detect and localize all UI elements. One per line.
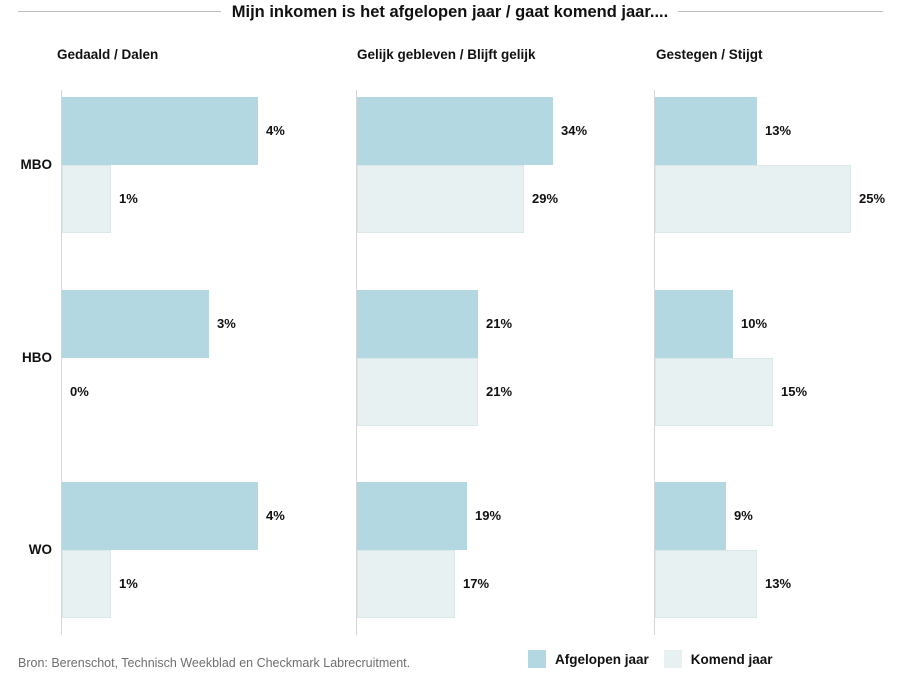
source-note: Bron: Berenschot, Technisch Weekblad en …	[18, 656, 411, 670]
legend-swatch-komend-jaar	[663, 650, 682, 668]
value-label: 1%	[119, 576, 138, 591]
legend: Afgelopen jaar Komend jaar	[528, 650, 788, 668]
value-label: 4%	[266, 123, 285, 138]
bar-afgelopen-jaar	[357, 290, 478, 358]
value-label: 25%	[859, 191, 886, 206]
value-label: 19%	[475, 508, 502, 523]
value-label: 13%	[765, 576, 792, 591]
bar-afgelopen-jaar	[62, 290, 209, 358]
bar-komend-jaar	[357, 550, 455, 618]
bar-komend-jaar	[357, 165, 524, 233]
category-label-hbo: HBO	[22, 350, 52, 365]
y-axis-line	[356, 90, 357, 635]
value-label: 34%	[561, 123, 588, 138]
bar-komend-jaar	[655, 550, 757, 618]
panel-title-gelijk: Gelijk gebleven / Blijft gelijk	[357, 47, 536, 62]
bar-afgelopen-jaar	[357, 97, 553, 165]
value-label: 15%	[781, 384, 808, 399]
legend-label-afgelopen-jaar: Afgelopen jaar	[555, 651, 649, 667]
bar-komend-jaar	[357, 358, 478, 426]
legend-swatch-afgelopen-jaar	[528, 650, 546, 668]
value-label: 4%	[266, 508, 285, 523]
category-label-mbo: MBO	[20, 157, 53, 172]
value-label: 21%	[486, 384, 513, 399]
panel-title-gedaald: Gedaald / Dalen	[57, 47, 159, 62]
bar-afgelopen-jaar	[62, 97, 258, 165]
value-label: 9%	[734, 508, 753, 523]
bar-komend-jaar	[62, 550, 111, 618]
value-label: 1%	[119, 191, 138, 206]
bar-komend-jaar	[655, 358, 773, 426]
value-label: 0%	[70, 384, 89, 399]
legend-item-afgelopen-jaar: Afgelopen jaar	[528, 650, 649, 668]
title-rule-left	[18, 11, 221, 12]
value-label: 17%	[463, 576, 490, 591]
bar-komend-jaar	[655, 165, 851, 233]
category-label-wo: WO	[28, 542, 52, 557]
value-label: 3%	[217, 316, 236, 331]
chart-title: Mijn inkomen is het afgelopen jaar / gaa…	[231, 3, 669, 21]
value-label: 29%	[532, 191, 559, 206]
bar-afgelopen-jaar	[655, 482, 726, 550]
y-axis-line	[61, 90, 62, 635]
value-label: 21%	[486, 316, 513, 331]
value-label: 13%	[765, 123, 792, 138]
bar-afgelopen-jaar	[62, 482, 258, 550]
bar-afgelopen-jaar	[655, 290, 733, 358]
panel-title-gestegen: Gestegen / Stijgt	[656, 47, 763, 62]
value-label: 10%	[741, 316, 768, 331]
legend-item-komend-jaar: Komend jaar	[663, 650, 773, 668]
bar-afgelopen-jaar	[655, 97, 757, 165]
y-axis-line	[654, 90, 655, 635]
bar-komend-jaar	[62, 165, 111, 233]
title-rule-right	[678, 11, 883, 12]
legend-label-komend-jaar: Komend jaar	[690, 651, 773, 667]
bar-afgelopen-jaar	[357, 482, 467, 550]
